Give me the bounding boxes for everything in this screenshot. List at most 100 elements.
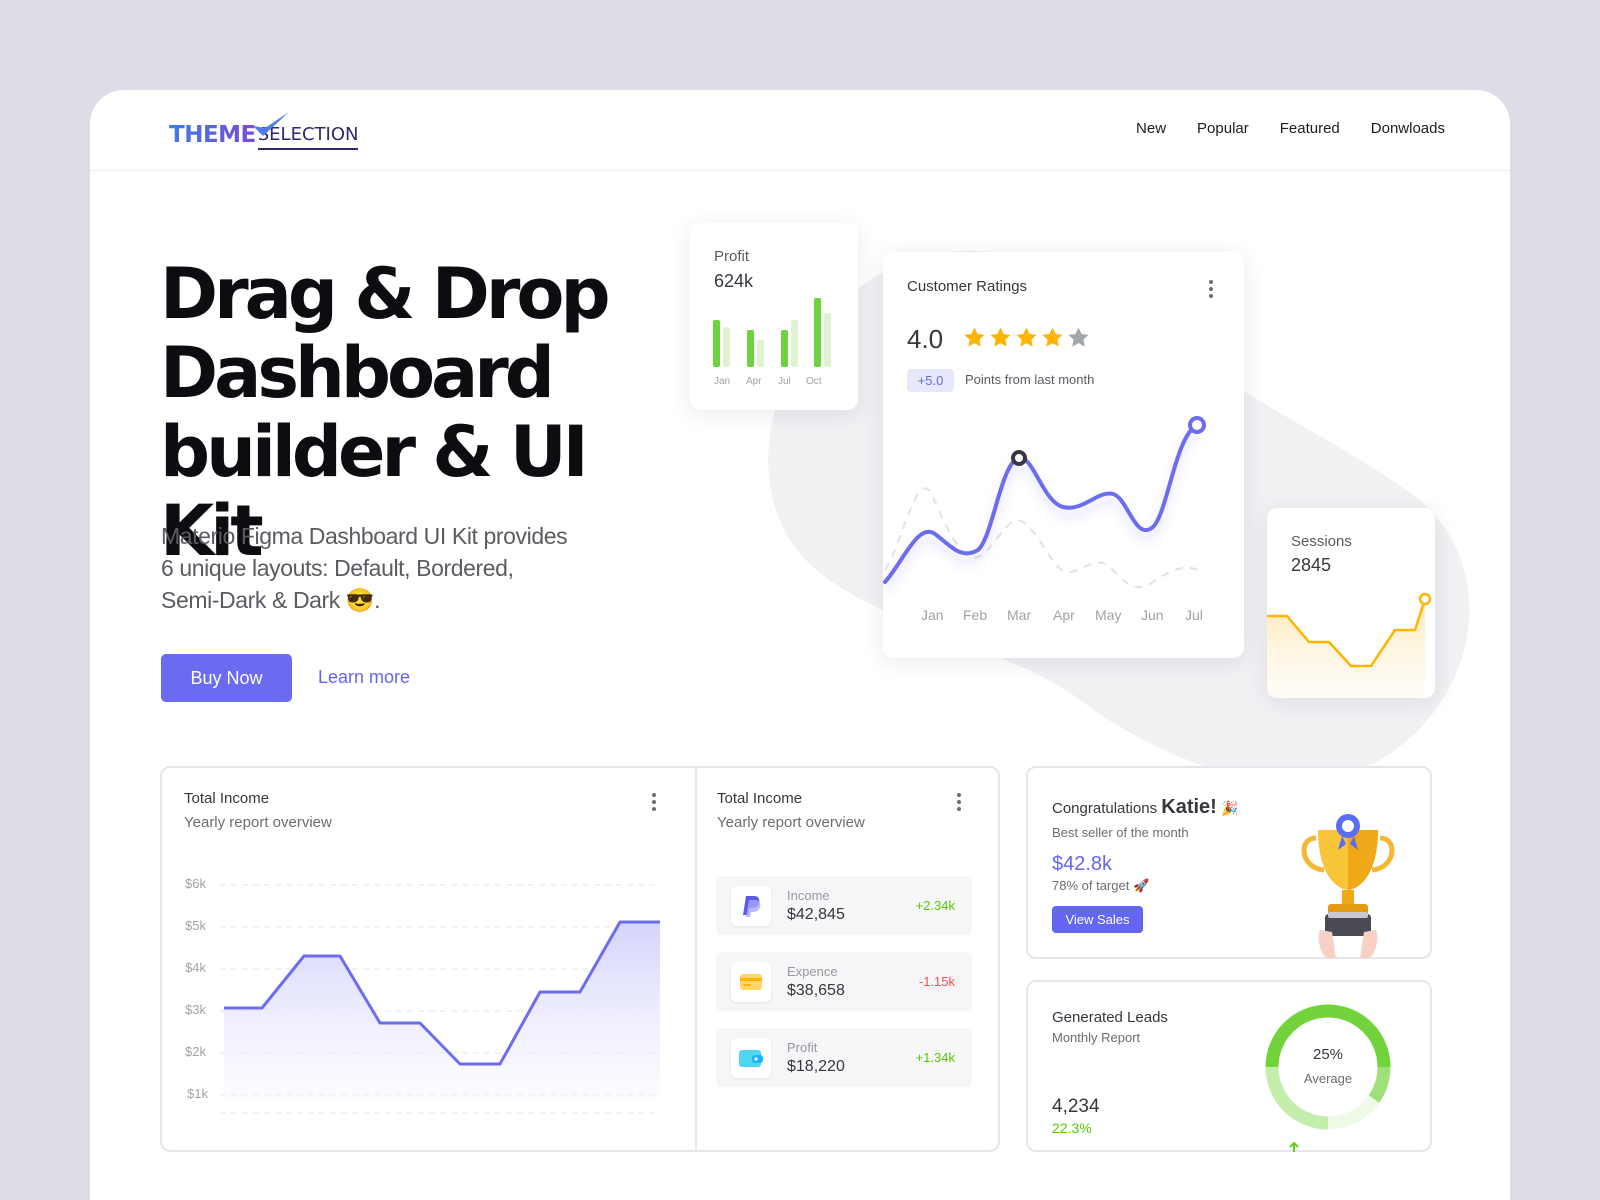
ratings-primary-line <box>883 423 1199 584</box>
ratings-month-label: Feb <box>963 607 987 623</box>
donut-percent: 25% <box>1312 1046 1344 1063</box>
leads-growth-value: 22.3% <box>1052 1120 1092 1136</box>
brand-logo[interactable]: THEME SELECTION <box>169 110 359 150</box>
y-tick-label: $2k <box>185 1044 206 1059</box>
profit-month-label: Jan <box>714 376 730 387</box>
view-sales-button[interactable]: View Sales <box>1052 906 1143 933</box>
congrats-title: Congratulations Katie! 🎉 <box>1052 796 1238 819</box>
expense-row-label: Expence <box>787 964 838 979</box>
total-income-area-chart <box>220 884 660 1114</box>
profit-bar-light <box>757 340 764 367</box>
learn-more-link[interactable]: Learn more <box>318 667 411 687</box>
sessions-value: 2845 <box>1291 555 1332 575</box>
rating-stars <box>963 326 1090 349</box>
nav-downloads[interactable]: Donwloads <box>1370 120 1445 137</box>
profit-bar <box>814 298 821 367</box>
ratings-month-label: Jun <box>1141 607 1164 623</box>
leads-subtitle: Monthly Report <box>1052 1030 1141 1045</box>
expense-row-change: -1.15k <box>918 974 955 989</box>
income-row-label: Income <box>787 888 830 903</box>
congrats-target-text: 78% of target <box>1052 878 1130 893</box>
wallet-icon <box>731 1038 771 1078</box>
sunglasses-emoji-icon: 😎 <box>345 587 375 613</box>
trophy-icon <box>1301 814 1395 958</box>
donut-segment <box>1265 1066 1329 1130</box>
income-area <box>224 922 660 1098</box>
y-tick-label: $6k <box>185 876 206 891</box>
donut-segment <box>1368 1066 1391 1103</box>
donut-segment <box>1265 1004 1329 1068</box>
ratings-month-label: Apr <box>1053 607 1075 623</box>
star-filled-icon <box>1042 327 1063 347</box>
expense-row-value: $38,658 <box>787 982 845 999</box>
profit-month-label: Apr <box>746 376 762 387</box>
congrats-amount: $42.8k <box>1052 853 1113 875</box>
profit-card: Profit 624k Jan Apr Jul Oct <box>690 223 858 410</box>
hero-sub-line3: Semi-Dark & Dark <box>161 587 340 613</box>
income-row[interactable]: Income $42,845 +2.34k <box>716 876 972 935</box>
profit-row-label: Profit <box>787 1040 818 1055</box>
nav-new[interactable]: New <box>1136 120 1167 137</box>
profit-bar-chart: Jan Apr Jul Oct <box>713 298 831 387</box>
star-filled-icon <box>1016 327 1037 347</box>
hero-title-line1: Drag & Drop <box>160 253 611 335</box>
hero-title-line2: Dashboard <box>160 332 555 414</box>
nav-featured[interactable]: Featured <box>1279 120 1340 137</box>
customer-ratings-card: Jan Feb Mar Apr May Jun Jul Customer Rat… <box>883 252 1244 658</box>
donut-segment <box>1327 1004 1391 1068</box>
buy-now-button[interactable]: Buy Now <box>161 654 292 702</box>
congrats-target: 78% of target 🚀 <box>1052 878 1149 894</box>
income-row-change: +2.34k <box>915 898 955 913</box>
total-income-card: Total Income Yearly report overview $6k … <box>160 766 1000 1152</box>
hero-subtitle: Materio Figma Dashboard UI Kit provides … <box>161 520 621 616</box>
star-filled-icon <box>990 327 1011 347</box>
hero-title: Drag & Drop Dashboard builder & UI Kit <box>160 255 680 571</box>
more-vertical-icon[interactable] <box>1208 279 1214 299</box>
ratings-line-chart: Jan Feb Mar Apr May Jun Jul <box>883 416 1206 623</box>
congratulations-card: Congratulations Katie! 🎉 Best seller of … <box>1026 766 1432 959</box>
hero-sub-end: . <box>374 587 381 613</box>
rocket-emoji-icon: 🚀 <box>1132 878 1150 893</box>
rating-change-badge: +5.0 <box>907 369 954 392</box>
profit-bar <box>747 330 754 367</box>
main-nav: New Popular Featured Donwloads <box>1136 120 1445 137</box>
expense-row[interactable]: Expence $38,658 -1.15k <box>716 952 972 1011</box>
leads-growth: 22.3% <box>1052 1120 1299 1152</box>
sessions-area <box>1267 599 1425 698</box>
profit-bar <box>713 320 720 367</box>
ratings-title: Customer Ratings <box>907 278 1028 295</box>
income-report-subtitle: Yearly report overview <box>717 814 865 831</box>
generated-leads-card: Generated Leads Monthly Report 4,234 22.… <box>1026 980 1432 1152</box>
donut-label: Average <box>1303 1071 1353 1086</box>
sessions-line-chart <box>1267 592 1432 698</box>
logo-word-theme: THEME <box>169 122 256 148</box>
leads-value: 4,234 <box>1052 1096 1100 1117</box>
y-tick-label: $3k <box>185 1002 206 1017</box>
sessions-card: Sessions 2845 <box>1267 508 1435 698</box>
header: THEME SELECTION New Popular Featured Don… <box>90 90 1510 171</box>
ratings-month-label: May <box>1095 607 1121 623</box>
paypal-icon <box>731 886 771 926</box>
star-filled-icon <box>964 327 985 347</box>
profit-row[interactable]: Profit $18,220 +1.34k <box>716 1028 972 1087</box>
profit-bar <box>781 330 788 367</box>
income-report-title: Total Income <box>717 790 803 807</box>
profit-bar-light <box>791 320 798 367</box>
congrats-subtitle: Best seller of the month <box>1052 825 1189 840</box>
hero-sub-line2: 6 unique layouts: Default, Bordered, <box>161 555 514 581</box>
more-vertical-icon[interactable] <box>651 792 657 812</box>
star-empty-icon <box>1068 327 1089 347</box>
card-divider <box>695 768 697 1150</box>
ratings-month-label: Jul <box>1185 607 1203 623</box>
ratings-secondary-line <box>884 487 1204 589</box>
ratings-month-label: Mar <box>1007 607 1031 623</box>
nav-popular[interactable]: Popular <box>1197 120 1249 137</box>
credit-card-icon <box>731 962 771 1002</box>
more-vertical-icon[interactable] <box>956 792 962 812</box>
profit-row-value: $18,220 <box>787 1058 845 1075</box>
income-row-value: $42,845 <box>787 906 845 923</box>
logo-word-selection: SELECTION <box>257 122 359 150</box>
rating-score: 4.0 <box>907 324 944 354</box>
arrow-up-icon <box>1289 1141 1299 1152</box>
profit-row-change: +1.34k <box>915 1050 955 1065</box>
